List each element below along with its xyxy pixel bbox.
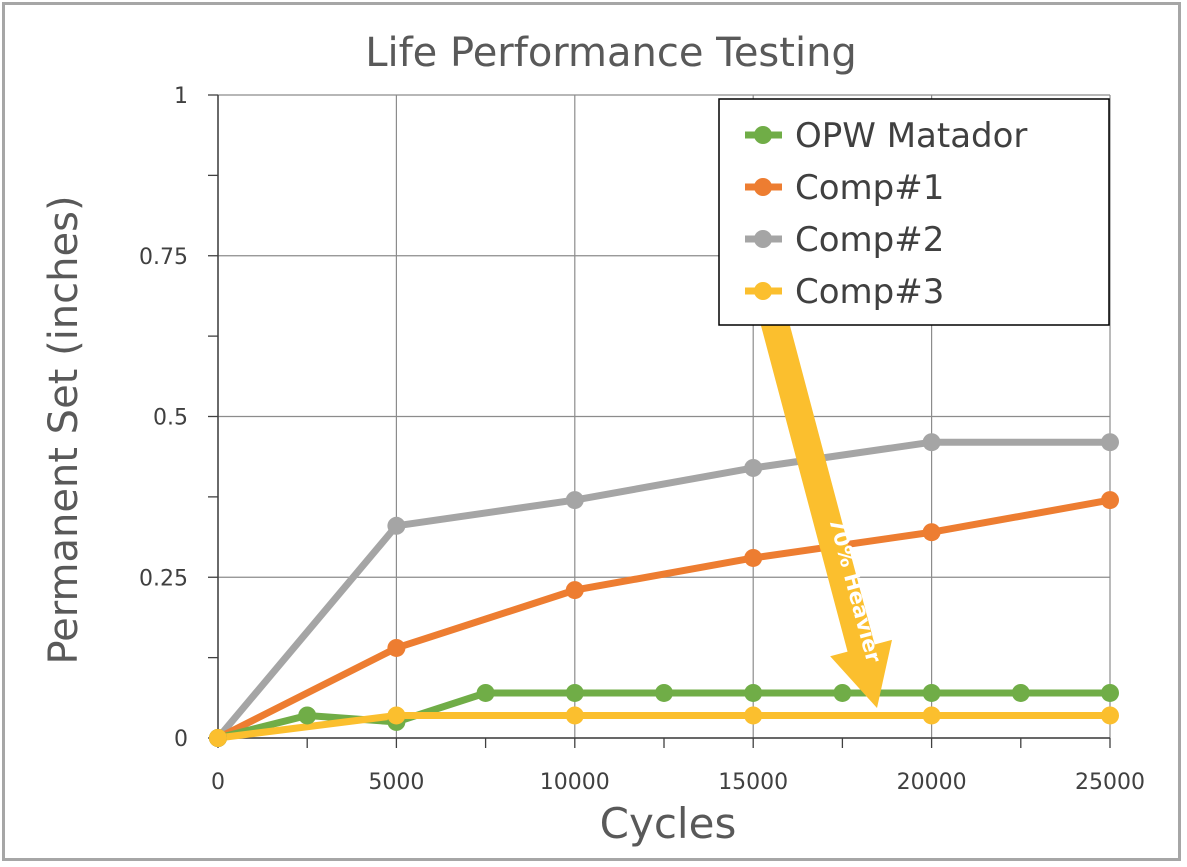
point-comp-1 xyxy=(922,523,941,542)
legend-swatch-marker xyxy=(754,178,772,196)
x-tick-label: 0 xyxy=(211,770,225,795)
point-opw-matador xyxy=(298,706,317,725)
point-comp-2 xyxy=(744,458,763,477)
point-opw-matador xyxy=(1011,683,1030,702)
y-tick-labels: 0 0.25 0.5 0.75 1 xyxy=(139,84,188,752)
point-opw-matador xyxy=(655,683,673,702)
chart-title: Life Performance Testing xyxy=(365,30,857,76)
annotation-70-heavier: 70% Heavier xyxy=(756,301,893,708)
point-comp-3 xyxy=(387,706,406,725)
point-comp-2 xyxy=(1101,433,1119,452)
point-comp-1 xyxy=(1101,491,1119,510)
y-tick-label: 0.75 xyxy=(139,245,188,270)
point-comp-2 xyxy=(387,516,406,535)
series-line-comp-1 xyxy=(216,496,1111,742)
point-opw-matador xyxy=(1101,683,1119,702)
point-opw-matador xyxy=(922,683,941,702)
legend-item: Comp#1 xyxy=(745,168,944,208)
point-comp-2 xyxy=(565,491,584,510)
series-line-comp-3 xyxy=(217,711,1110,742)
point-comp-2 xyxy=(922,433,941,452)
point-comp-3 xyxy=(922,706,941,725)
point-comp-1 xyxy=(565,581,584,600)
x-tick-label: 25000 xyxy=(1075,770,1145,795)
y-tick-label: 1 xyxy=(174,84,188,109)
legend-items: OPW Matador Comp#1 Comp#2 Comp#3 xyxy=(745,116,1027,312)
series-line-comp-2 xyxy=(215,438,1110,741)
x-axis-label: Cycles xyxy=(600,799,737,848)
legend-swatch-marker xyxy=(754,230,772,248)
legend-item: Comp#3 xyxy=(745,272,944,312)
legend-item: OPW Matador xyxy=(745,116,1027,156)
legend-swatch-marker xyxy=(754,282,772,300)
legend-label: Comp#3 xyxy=(795,272,944,312)
legend-label: OPW Matador xyxy=(795,116,1027,156)
point-comp-3 xyxy=(1101,706,1119,725)
y-tick-label: 0.5 xyxy=(153,406,188,431)
point-comp-3 xyxy=(565,706,584,725)
x-tick-label: 5000 xyxy=(368,770,424,795)
point-comp-1 xyxy=(387,638,406,657)
plot-area: 0 5000 10000 15000 20000 25000 00.250.50.751 … xyxy=(139,84,1145,795)
point-comp-3 xyxy=(209,729,227,747)
legend-box xyxy=(718,98,1110,326)
y-tick-label: 0 xyxy=(174,727,188,752)
point-opw-matador xyxy=(744,683,763,702)
point-opw-matador xyxy=(476,683,495,702)
point-comp-3 xyxy=(744,706,763,725)
legend-swatch-marker xyxy=(754,126,772,144)
point-opw-matador xyxy=(833,683,852,702)
x-tick-label: 15000 xyxy=(718,770,788,795)
x-tick-labels: 0 5000 10000 15000 20000 25000 xyxy=(211,770,1145,795)
annotation-arrow xyxy=(756,301,893,708)
legend-label: Comp#2 xyxy=(795,220,944,260)
x-tick-label: 10000 xyxy=(540,770,610,795)
point-comp-1 xyxy=(744,548,763,567)
legend-item: Comp#2 xyxy=(745,220,944,260)
point-opw-matador xyxy=(565,683,584,702)
legend-label: Comp#1 xyxy=(795,168,944,208)
y-tick-label: 0.25 xyxy=(139,566,188,591)
series-markers xyxy=(209,433,1119,747)
x-tick-label: 20000 xyxy=(897,770,967,795)
legend: OPW Matador Comp#1 Comp#2 Comp#3 xyxy=(718,98,1110,326)
y-axis-label: Permanent Set (inches) xyxy=(41,195,87,664)
